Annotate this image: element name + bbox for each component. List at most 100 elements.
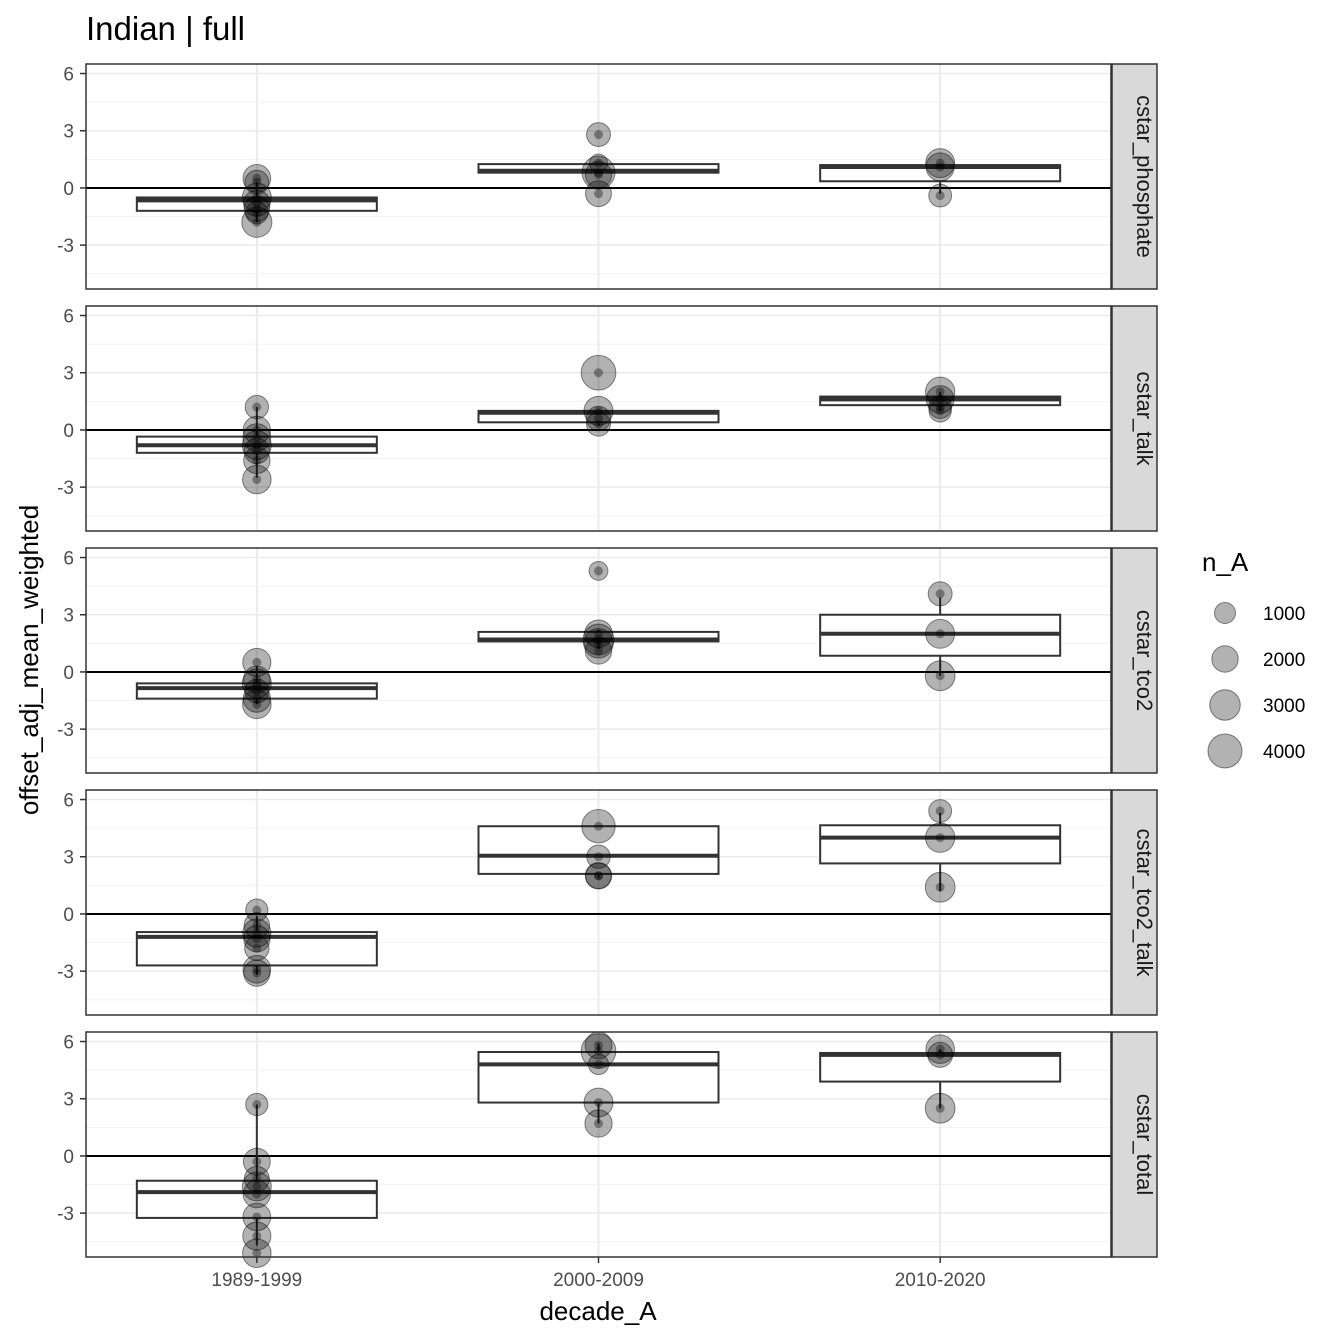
point-center <box>252 204 262 214</box>
data-point <box>586 411 611 437</box>
point-center <box>594 821 603 831</box>
box-2010-2020 <box>819 164 1062 194</box>
legend-key-circle <box>1209 689 1241 721</box>
data-point <box>581 155 616 190</box>
point-center <box>594 189 603 199</box>
data-point <box>243 925 271 953</box>
data-point <box>925 1034 955 1064</box>
data-point <box>243 189 271 217</box>
data-point <box>927 581 953 607</box>
box-body <box>819 824 1062 865</box>
x-tick-label: 2000-2009 <box>553 1270 644 1291</box>
data-point <box>580 354 617 391</box>
box-1989-1999 <box>135 407 378 478</box>
data-point <box>244 678 270 704</box>
legend-entry: 3000 <box>1209 689 1305 721</box>
data-point <box>924 822 956 853</box>
point-center <box>252 699 262 709</box>
facet-cstar_talk: cstar_talk -3 0 3 6 <box>57 305 1158 532</box>
point-center <box>594 168 603 178</box>
point-center <box>252 440 262 450</box>
point-center <box>594 871 603 881</box>
point-center <box>935 1103 945 1113</box>
point-center <box>252 920 262 930</box>
data-point <box>245 1092 269 1117</box>
data-point <box>584 160 613 189</box>
facet-label: cstar_talk <box>1132 371 1157 466</box>
facet-cstar_phosphate: cstar_phosphate -3 0 3 6 <box>57 63 1158 290</box>
data-point <box>241 1171 272 1202</box>
facet-strip <box>1111 547 1158 774</box>
point-center <box>935 402 945 412</box>
data-point <box>242 164 272 193</box>
box-2000-2009 <box>477 163 720 174</box>
data-point <box>245 201 269 225</box>
point-center <box>252 928 262 938</box>
data-point <box>242 423 272 452</box>
facet-strip <box>1111 63 1158 290</box>
point-center <box>252 1231 262 1241</box>
facet-label: cstar_phosphate <box>1132 95 1157 258</box>
point-center <box>252 446 262 456</box>
y-tick-label: 3 <box>63 606 74 627</box>
box-1989-1999 <box>135 915 378 975</box>
point-center <box>594 1119 603 1129</box>
point-center <box>935 394 945 404</box>
point-center <box>594 638 603 648</box>
box-body <box>477 825 720 875</box>
point-center <box>252 198 262 208</box>
point-center <box>935 1050 945 1060</box>
point-center <box>594 1059 603 1069</box>
y-tick-label: 0 <box>63 421 74 442</box>
x-tick-label: 1989-1999 <box>211 1270 302 1291</box>
data-point <box>586 122 611 148</box>
point-center <box>252 678 262 688</box>
point-center <box>935 882 945 892</box>
data-point <box>243 912 271 939</box>
point-center <box>935 806 945 816</box>
point-center <box>935 162 945 172</box>
point-center <box>594 406 603 416</box>
data-point <box>582 623 615 656</box>
facet-strip <box>1111 1031 1158 1258</box>
y-tick-label: -3 <box>57 962 74 983</box>
box-1989-1999 <box>135 666 378 705</box>
box-2000-2009 <box>477 629 720 650</box>
y-tick-label: 6 <box>63 791 74 812</box>
data-point <box>928 183 953 208</box>
data-point <box>585 405 612 432</box>
legend-key-circle <box>1211 645 1239 673</box>
x-tick-label: 2010-2020 <box>895 1270 986 1291</box>
box-2010-2020 <box>819 391 1062 411</box>
data-point <box>924 871 956 903</box>
data-point <box>925 152 955 182</box>
point-center <box>935 629 945 639</box>
facet-cstar_tco2_talk: cstar_tco2_talk -3 0 3 6 <box>57 789 1158 1016</box>
data-point <box>924 1092 956 1124</box>
box-2000-2009 <box>477 408 720 427</box>
point-center <box>935 158 945 168</box>
data-point <box>242 415 271 445</box>
data-point <box>242 684 271 713</box>
y-tick-label: -3 <box>57 1204 74 1225</box>
point-center <box>252 425 262 435</box>
facet-label: cstar_total <box>1132 1094 1157 1196</box>
legend-label: 2000 <box>1263 650 1305 671</box>
data-point <box>588 153 609 173</box>
data-point <box>587 1053 610 1076</box>
data-point <box>243 959 271 987</box>
point-center <box>935 589 945 599</box>
data-point <box>925 618 956 649</box>
point-center <box>594 646 603 656</box>
point-center <box>252 433 262 443</box>
y-tick-label: -3 <box>57 478 74 499</box>
data-point <box>925 148 956 179</box>
facet-label: cstar_tco2 <box>1132 610 1157 712</box>
point-center <box>594 419 603 429</box>
data-point <box>928 799 953 823</box>
point-center <box>594 1098 603 1108</box>
box-2000-2009 <box>477 825 720 878</box>
facet-strip <box>1111 305 1158 532</box>
size-legend: n_A 1000 2000 3000 4000 <box>1202 547 1305 769</box>
